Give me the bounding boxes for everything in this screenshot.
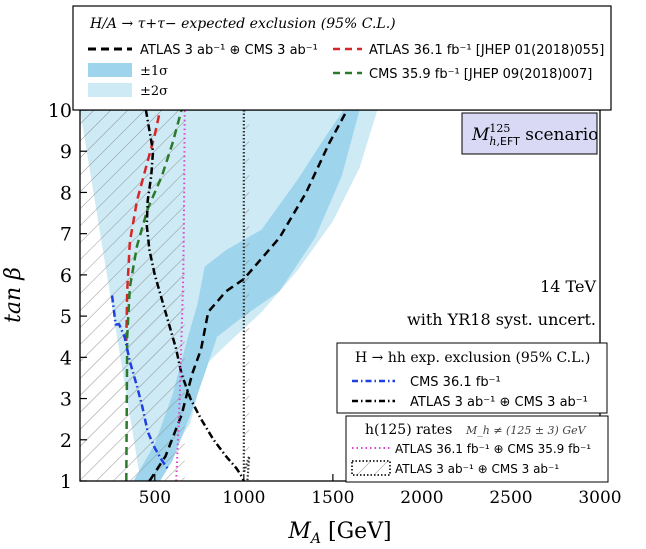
- legend-atlas-36fb-label: ATLAS 36.1 fb⁻¹ [JHEP 01(2018)055]: [369, 43, 604, 58]
- legend-h125-title: h(125) rates: [365, 422, 452, 438]
- legend-cms-35fb-label: CMS 35.9 fb⁻¹ [JHEP 09(2018)007]: [369, 67, 592, 82]
- scenario-box: [461, 112, 598, 155]
- y-tick-label-8: 8: [60, 182, 72, 204]
- energy-annotation: 14 TeV: [540, 277, 596, 296]
- y-tick-label-1: 1: [60, 471, 72, 493]
- series-line-cms-35-9-fb-jhep-09-2018-007: [125, 110, 183, 481]
- legend-top-title: H/A → τ+τ− expected exclusion (95% C.L.): [89, 16, 396, 32]
- axis-ticks: 500 1000 1500 2000 2500 3000 1 2 3 4 5 6 7 8 9 10: [48, 100, 622, 508]
- legend-top-box: [72, 5, 612, 111]
- y-tick-label-4: 4: [60, 347, 72, 369]
- legend-hh-title: H → hh exp. exclusion (95% C.L.): [355, 350, 590, 366]
- x-tick-label-500: 500: [139, 488, 171, 508]
- x-tick-label-1500: 1500: [311, 488, 354, 508]
- legend-2sigma-swatch: [88, 83, 132, 97]
- hatched-region-1: [80, 110, 185, 481]
- series-line-atlas-36-1-fb-jhep-01-2018-055: [125, 110, 162, 341]
- plot-area: [80, 110, 378, 481]
- legend-h125-subtitle: M_h ≠ (125 ± 3) GeV: [465, 424, 587, 437]
- x-tick-label-1000: 1000: [222, 488, 265, 508]
- series-line-atlas-3-ab-cms-3-ab-h-hh: [144, 110, 245, 481]
- y-tick-label-2: 2: [60, 430, 72, 452]
- y-tick-label-10: 10: [48, 100, 72, 122]
- y-tick-label-6: 6: [60, 265, 72, 287]
- legend-hh-atlas-cms-label: ATLAS 3 ab⁻¹ ⊕ CMS 3 ab⁻¹: [410, 395, 588, 410]
- x-axis-label: MA [GeV]: [287, 519, 391, 547]
- x-tick-label-2000: 2000: [400, 488, 443, 508]
- series-line-atlas-36-1-fb-cms-35-9-fb: [175, 110, 186, 481]
- legend-atlas-cms-3ab-label: ATLAS 3 ab⁻¹ ⊕ CMS 3 ab⁻¹: [140, 43, 318, 58]
- legend-hh-cms-label: CMS 36.1 fb⁻¹: [410, 375, 501, 390]
- y-tick-label-5: 5: [60, 306, 72, 328]
- series-line-cms-36-1-fb: [110, 295, 171, 472]
- legend-2sigma-label: ±2σ: [140, 84, 168, 99]
- y-tick-label-9: 9: [60, 141, 72, 163]
- syst-annotation: with YR18 syst. uncert.: [407, 310, 596, 329]
- y-axis-label: tan β: [1, 267, 26, 323]
- y-tick-label-3: 3: [60, 389, 72, 411]
- x-tick-label-3000: 3000: [578, 488, 621, 508]
- legend-1sigma-label: ±1σ: [140, 64, 168, 79]
- legend-h125-3ab-swatch: [351, 460, 391, 476]
- legend-1sigma-swatch: [88, 63, 132, 77]
- y-tick-label-7: 7: [60, 224, 72, 246]
- x-tick-label-2500: 2500: [489, 488, 532, 508]
- legend-h125-36fb-label: ATLAS 36.1 fb⁻¹ ⊕ CMS 35.9 fb⁻¹: [395, 442, 591, 456]
- series-line-h125-3ab-boundary: [242, 110, 251, 481]
- legend-h125-3ab-label: ATLAS 3 ab⁻¹ ⊕ CMS 3 ab⁻¹: [395, 462, 559, 476]
- scenario-label: M125 h,EFT scenario: [471, 122, 598, 148]
